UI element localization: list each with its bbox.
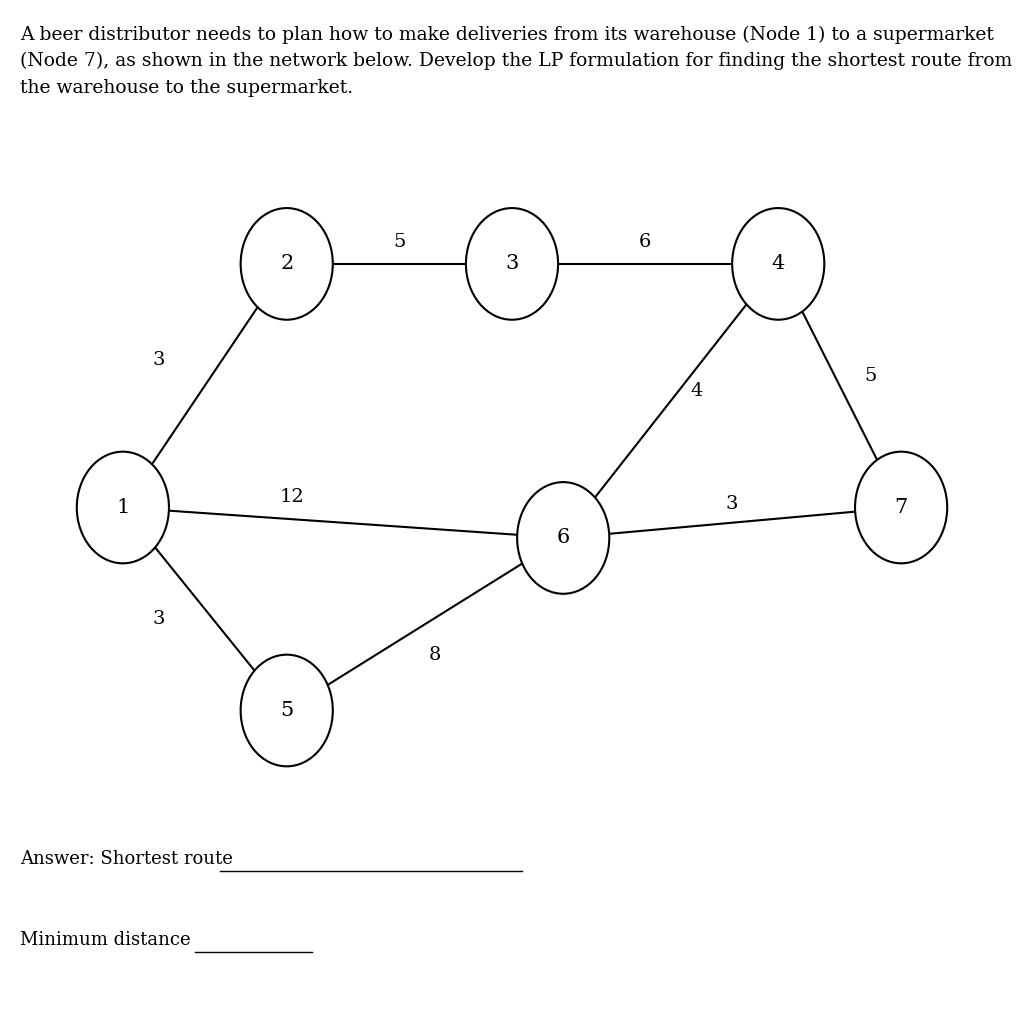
Ellipse shape: [466, 208, 558, 320]
Text: 6: 6: [557, 529, 569, 547]
Text: 5: 5: [281, 701, 293, 720]
Text: 8: 8: [429, 646, 441, 664]
Text: 5: 5: [864, 366, 877, 385]
Text: Answer: Shortest route: Answer: Shortest route: [20, 850, 233, 868]
Ellipse shape: [241, 208, 333, 320]
Text: 6: 6: [639, 232, 651, 251]
Text: 3: 3: [153, 351, 165, 369]
Text: 3: 3: [726, 495, 738, 514]
Text: 3: 3: [153, 610, 165, 628]
Text: 4: 4: [690, 382, 702, 400]
Text: 3: 3: [505, 255, 519, 273]
Text: Minimum distance: Minimum distance: [20, 931, 191, 949]
Text: 4: 4: [772, 255, 784, 273]
Ellipse shape: [77, 452, 169, 563]
Text: 1: 1: [116, 498, 130, 517]
Text: 5: 5: [393, 232, 406, 251]
Ellipse shape: [241, 655, 333, 766]
Text: 12: 12: [280, 488, 304, 506]
Ellipse shape: [732, 208, 824, 320]
Text: A beer distributor needs to plan how to make deliveries from its warehouse (Node: A beer distributor needs to plan how to …: [20, 25, 1013, 96]
Ellipse shape: [855, 452, 947, 563]
Ellipse shape: [517, 482, 609, 594]
Text: 7: 7: [895, 498, 907, 517]
Text: 2: 2: [281, 255, 293, 273]
